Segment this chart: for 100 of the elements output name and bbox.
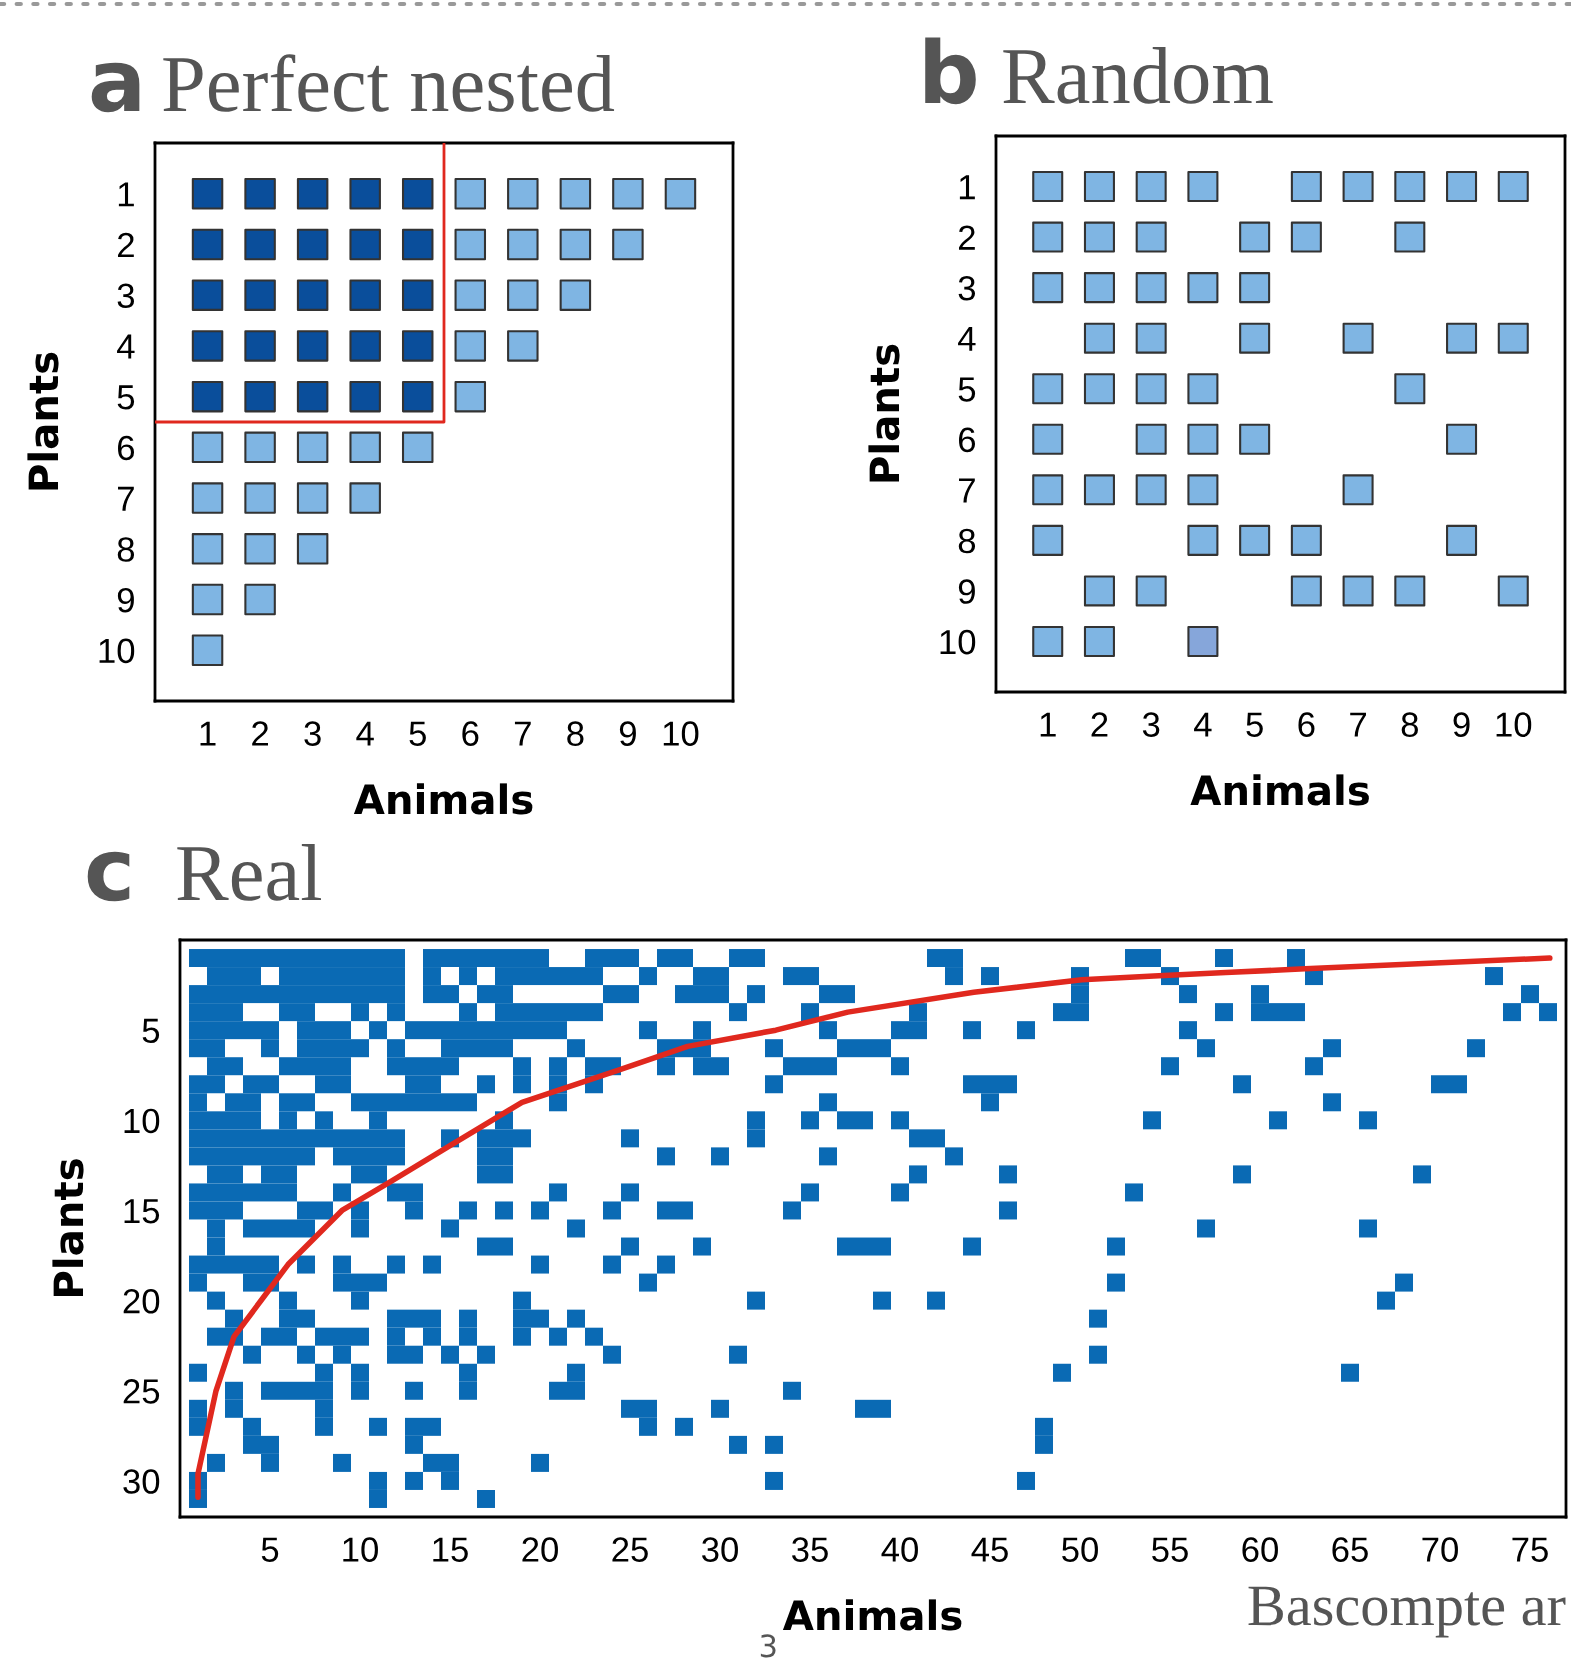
- point: [243, 1021, 261, 1040]
- point: [819, 1093, 837, 1112]
- point: [567, 1219, 585, 1238]
- point: [333, 1345, 351, 1364]
- point: [1107, 1273, 1125, 1292]
- point: [819, 1057, 837, 1076]
- point: [351, 949, 369, 968]
- y-tick-label: 7: [118, 486, 134, 511]
- point: [549, 967, 567, 986]
- point: [1017, 1471, 1035, 1490]
- x-tick-label: 40: [881, 1537, 918, 1562]
- x-tick-label: 10: [1496, 712, 1532, 737]
- x-tick-label: 7: [1350, 712, 1366, 737]
- point: [1359, 1111, 1377, 1130]
- point: [495, 1039, 513, 1058]
- y-tick-label: 1: [118, 182, 134, 207]
- point: [207, 1453, 225, 1472]
- y-tick-label: 2: [958, 225, 975, 250]
- x-tick-label: 1: [200, 721, 216, 746]
- point: [423, 985, 441, 1004]
- point: [783, 1201, 801, 1220]
- point: [801, 1057, 819, 1076]
- point: [189, 985, 207, 1004]
- point: [243, 1255, 261, 1274]
- point: [207, 1327, 225, 1346]
- point: [1197, 1039, 1215, 1058]
- point: [225, 949, 243, 968]
- point: [333, 1129, 351, 1148]
- point: [225, 1183, 243, 1202]
- point: [549, 1381, 567, 1400]
- point: [333, 1147, 351, 1166]
- point: [459, 949, 477, 968]
- point: [927, 1129, 945, 1148]
- y-tick-label: 10: [124, 1108, 160, 1134]
- point: [315, 1111, 333, 1130]
- point: [873, 1039, 891, 1058]
- point: [423, 1453, 441, 1472]
- point: [261, 1075, 279, 1094]
- point: [495, 1129, 513, 1148]
- point: [423, 949, 441, 968]
- point: [279, 985, 297, 1004]
- point: [333, 1255, 351, 1274]
- point: [531, 1201, 549, 1220]
- x-tick-label: 7: [514, 721, 531, 746]
- y-axis-title: Plants: [868, 344, 900, 482]
- y-tick-label: 10: [99, 638, 135, 664]
- point: [279, 1183, 297, 1202]
- point: [315, 1039, 333, 1058]
- x-tick-label: 5: [1246, 712, 1263, 737]
- point: [657, 1255, 675, 1274]
- point: [297, 1021, 315, 1040]
- point: [1269, 1003, 1287, 1022]
- point: [819, 985, 837, 1004]
- point: [349, 279, 381, 311]
- point: [297, 949, 315, 968]
- point: [459, 1327, 477, 1346]
- point: [279, 1129, 297, 1148]
- x-tick-label: 35: [792, 1537, 828, 1562]
- point: [225, 1255, 243, 1274]
- point: [459, 1003, 477, 1022]
- point: [1377, 1291, 1395, 1310]
- point: [855, 1237, 873, 1256]
- point: [603, 1345, 621, 1364]
- point: [387, 967, 405, 986]
- point: [567, 1363, 585, 1382]
- point: [349, 482, 381, 514]
- point: [189, 1417, 207, 1436]
- y-tick-label: 5: [142, 1018, 160, 1044]
- point: [207, 1237, 225, 1256]
- point: [405, 1381, 423, 1400]
- point: [495, 1021, 513, 1040]
- point: [639, 1417, 657, 1436]
- point: [315, 1417, 333, 1436]
- point: [603, 985, 621, 1004]
- point: [243, 967, 261, 986]
- point: [693, 1021, 711, 1040]
- x-tick-label: 5: [261, 1537, 279, 1562]
- point: [261, 1165, 279, 1184]
- point: [423, 1057, 441, 1076]
- point: [927, 1291, 945, 1310]
- point: [1431, 1075, 1449, 1094]
- x-tick-label: 20: [522, 1537, 558, 1562]
- point: [225, 1147, 243, 1166]
- point: [243, 985, 261, 1004]
- point: [351, 1273, 369, 1292]
- y-tick-label: 20: [123, 1288, 160, 1314]
- point: [225, 1129, 243, 1148]
- point: [567, 1039, 585, 1058]
- point: [477, 1039, 495, 1058]
- point: [297, 1345, 315, 1364]
- text: c: [87, 851, 130, 902]
- point: [207, 1039, 225, 1058]
- point: [279, 1147, 297, 1166]
- x-axis-title: Animals: [353, 783, 533, 815]
- point: [244, 482, 276, 514]
- point: [297, 1381, 315, 1400]
- point: [747, 1291, 765, 1310]
- point: [1071, 985, 1089, 1004]
- point: [459, 1201, 477, 1220]
- point: [279, 1111, 297, 1130]
